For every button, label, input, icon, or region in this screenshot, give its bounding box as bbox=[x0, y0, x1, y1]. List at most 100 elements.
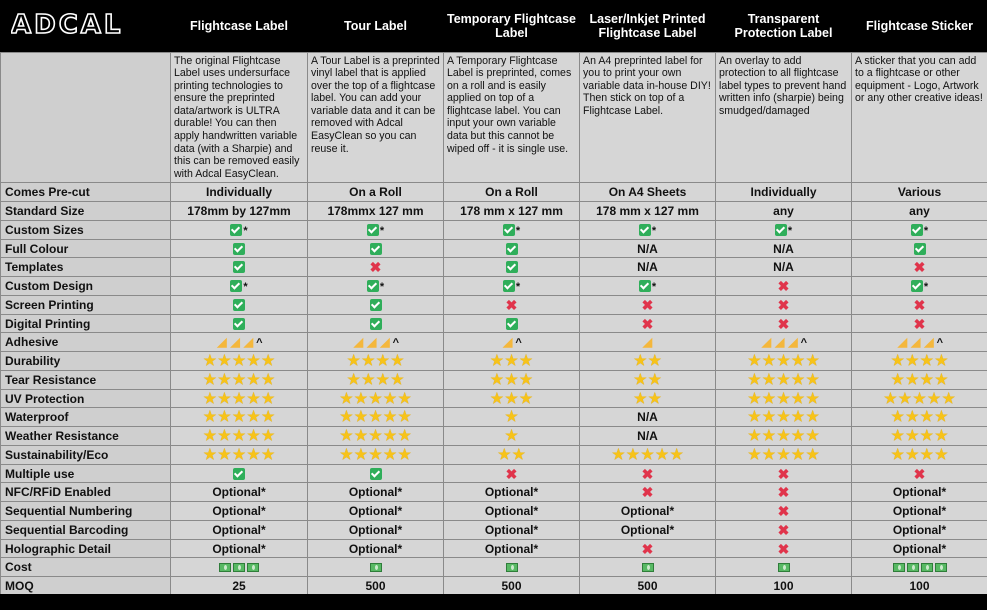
table-cell: 178mm by 127mm bbox=[170, 201, 308, 221]
star-icon: ★ bbox=[935, 445, 948, 462]
table-cell: ✖ bbox=[579, 538, 716, 559]
star-icon: ★ bbox=[806, 427, 819, 444]
star-icon: ★ bbox=[398, 408, 411, 425]
table-cell: * bbox=[170, 219, 308, 240]
cell-suffix: * bbox=[243, 281, 248, 294]
table-cell: Individually bbox=[170, 182, 308, 203]
table-cell bbox=[170, 557, 308, 578]
check-icon bbox=[910, 280, 923, 293]
table-row: MOQ 25 500 500 500 100 100 bbox=[0, 576, 987, 596]
cell-text: Optional* bbox=[484, 541, 539, 556]
table-cell: ✖ bbox=[715, 482, 852, 503]
check-icon bbox=[369, 467, 382, 480]
check-icon bbox=[233, 298, 245, 311]
table-cell bbox=[851, 557, 987, 578]
row-label: NFC/RFiD Enabled bbox=[0, 482, 171, 503]
money-icon bbox=[369, 563, 382, 573]
cell-text: N/A bbox=[773, 241, 794, 256]
column-header-2: Temporary Flightcase Label bbox=[443, 0, 580, 52]
star-icon: ★ bbox=[891, 427, 904, 444]
star-icon: ★ bbox=[777, 427, 790, 444]
cell-text: 178mmx 127 mm bbox=[327, 204, 424, 219]
star-icon: ★ bbox=[791, 389, 805, 406]
cell-text: N/A bbox=[637, 410, 658, 425]
star-icon: ★ bbox=[369, 445, 382, 462]
star-icon: ★ bbox=[777, 352, 790, 369]
star-icon: ★ bbox=[203, 427, 217, 444]
table-cell: Various bbox=[851, 182, 987, 203]
table-cell: ★ ★ ★ bbox=[443, 369, 580, 390]
cross-icon: ✖ bbox=[641, 540, 654, 557]
table-row: Sustainability/Eco ★ ★ ★ ★ ★ ★ ★ ★ ★ ★ ★ ★ ★ ★ ★ ★ ★ ★ ★ ★ ★ ★… bbox=[0, 444, 987, 465]
star-icon: ★ bbox=[905, 370, 919, 387]
star-icon: ★ bbox=[905, 427, 919, 444]
star-icon: ★ bbox=[247, 427, 260, 444]
cell-text: N/A bbox=[637, 241, 658, 256]
star-icon: ★ bbox=[232, 427, 246, 444]
star-icon: ★ bbox=[398, 427, 411, 444]
star-icon: ★ bbox=[891, 370, 904, 387]
cell-text: Optional* bbox=[484, 504, 539, 519]
table-cell: ★ ★ ★ ★ ★ bbox=[715, 426, 852, 446]
row-label: Tear Resistance bbox=[0, 369, 171, 390]
table-row: Tear Resistance ★ ★ ★ ★ ★ ★ ★ ★ ★ ★ ★ ★ ★ ★ ★ ★ ★ ★ ★ ★ ★ ★ ★ bbox=[0, 369, 987, 390]
cross-icon: ✖ bbox=[505, 296, 518, 313]
star-icon: ★ bbox=[612, 445, 625, 462]
cell-suffix: ^ bbox=[936, 337, 944, 350]
cross-icon: ✖ bbox=[777, 278, 790, 295]
table-cell: * bbox=[307, 219, 444, 240]
star-icon: ★ bbox=[383, 408, 397, 425]
table-cell bbox=[170, 463, 308, 484]
star-icon: ★ bbox=[218, 352, 231, 369]
table-cell: N/A bbox=[579, 238, 716, 259]
cell-text: 25 bbox=[232, 579, 246, 594]
table-cell: ★ ★ ★ ★ ★ bbox=[307, 444, 444, 465]
table-cell: N/A bbox=[579, 407, 716, 428]
cell-text: Optional* bbox=[892, 504, 947, 519]
cell-suffix: * bbox=[651, 224, 657, 237]
money-icon bbox=[641, 563, 654, 573]
cell-text: Optional* bbox=[620, 522, 675, 537]
check-icon bbox=[638, 280, 651, 293]
cell-suffix: * bbox=[515, 281, 521, 294]
table-cell bbox=[170, 313, 308, 334]
star-icon: ★ bbox=[806, 370, 819, 387]
star-icon: ★ bbox=[762, 427, 776, 444]
table-cell: ✖ bbox=[851, 313, 987, 334]
flexed-arm-icon: ◢ bbox=[243, 335, 254, 350]
star-icon: ★ bbox=[361, 352, 375, 369]
table-cell: On A4 Sheets bbox=[579, 182, 716, 203]
row-label: Waterproof bbox=[0, 407, 171, 428]
cell-text: Optional* bbox=[620, 504, 675, 519]
check-icon bbox=[233, 317, 245, 330]
flexed-arm-icon: ◢ bbox=[503, 335, 513, 350]
adcal-logo: ADCAL bbox=[11, 11, 121, 37]
row-label: Screen Printing bbox=[0, 294, 171, 315]
table-cell bbox=[170, 238, 308, 259]
star-icon: ★ bbox=[884, 389, 897, 406]
row-label: Holographic Detail bbox=[0, 538, 171, 559]
star-icon: ★ bbox=[261, 427, 275, 444]
star-icon: ★ bbox=[232, 370, 246, 387]
table-cell: ◢ ◢ ◢ ^ bbox=[307, 332, 444, 353]
table-cell: ✖ bbox=[715, 294, 852, 315]
star-icon: ★ bbox=[648, 389, 662, 406]
table-cell: 500 bbox=[307, 576, 444, 596]
table-row: Screen Printing ✖ ✖ ✖ ✖ bbox=[0, 294, 987, 315]
cell-text: 178mm by 127mm bbox=[187, 204, 291, 219]
row-label: Comes Pre-cut bbox=[0, 182, 171, 203]
table-cell: ★ bbox=[443, 426, 580, 446]
table-cell: ★ ★ ★ ★ ★ bbox=[715, 444, 852, 465]
star-icon: ★ bbox=[490, 389, 504, 406]
cell-suffix: * bbox=[787, 224, 793, 237]
table-cell: ★ ★ ★ ★ bbox=[851, 369, 987, 390]
table-cell: ✖ bbox=[851, 294, 987, 315]
table-cell: N/A bbox=[579, 426, 716, 446]
table-cell: any bbox=[715, 201, 852, 221]
check-icon bbox=[230, 280, 243, 293]
cell-text: any bbox=[909, 204, 930, 219]
check-icon bbox=[502, 280, 515, 293]
table-cell: * bbox=[170, 276, 308, 296]
description-row-label bbox=[0, 51, 171, 184]
cell-text: Optional* bbox=[348, 504, 403, 519]
